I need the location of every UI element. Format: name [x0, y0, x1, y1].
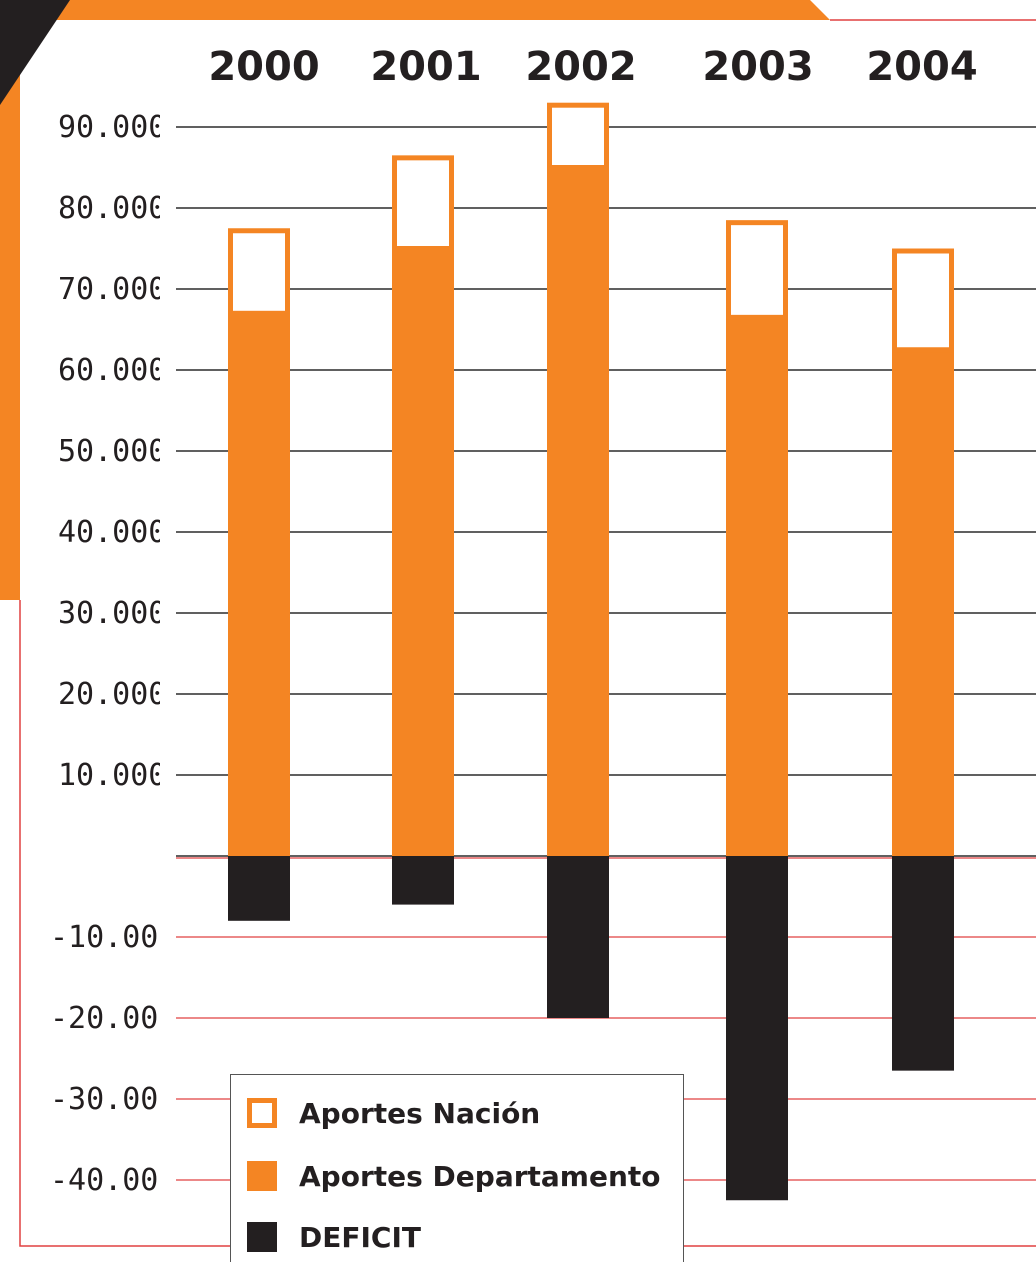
- category-labels: 2000 2001 2002 2003 2004: [208, 44, 977, 90]
- bar-deficit-2001: [392, 856, 454, 905]
- y-tick-label: 50.000: [58, 434, 166, 469]
- legend-item-aportes-nacion: Aportes Nación: [247, 1094, 540, 1132]
- y-tick-label: -20.000: [50, 1001, 176, 1036]
- legend-item-deficit: DEFICIT: [247, 1218, 421, 1256]
- bar-aportes-departamento-2003: [726, 317, 788, 857]
- bar-aportes-nacion-2001: [392, 155, 454, 252]
- bar-aportes-departamento-2004: [892, 349, 954, 856]
- legend: Aportes Nación Aportes Departamento DEFI…: [230, 1074, 684, 1262]
- y-tick-label: 60.000: [58, 353, 166, 388]
- y-tick-labels: 90.000 80.000 70.000 60.000 50.000 40.000 30.0…: [50, 110, 176, 1198]
- legend-swatch-aportes-departamento: [247, 1161, 277, 1191]
- year-label-2002: 2002: [525, 44, 636, 90]
- legend-label-aportes-nacion: Aportes Nación: [299, 1096, 541, 1130]
- y-tick-label: -40.000: [50, 1163, 176, 1198]
- year-label-2004: 2004: [866, 44, 977, 90]
- bar-aportes-nacion-2003: [726, 220, 788, 320]
- bar-aportes-nacion-2004: [892, 248, 954, 353]
- y-tick-label: 10.000: [58, 758, 166, 793]
- legend-swatch-aportes-nacion: [247, 1098, 277, 1128]
- black-corner-decor: [0, 0, 70, 105]
- y-tick-label: 20.000: [58, 677, 166, 712]
- bar-aportes-departamento-2001: [392, 248, 454, 856]
- frame-decor: [19, 19, 1036, 1247]
- frame-line: [19, 600, 1036, 1247]
- year-label-2003: 2003: [702, 44, 813, 90]
- year-label-2001: 2001: [370, 44, 481, 90]
- bar-deficit-2004: [892, 856, 954, 1071]
- bar-deficit-2002: [547, 856, 609, 1018]
- y-tick-label: 80.000: [58, 191, 166, 226]
- legend-item-aportes-departamento: Aportes Departamento: [247, 1157, 661, 1195]
- y-tick-label: -10.000: [50, 920, 176, 955]
- y-tick-label: 70.000: [58, 272, 166, 307]
- y-tick-label: 40.000: [58, 515, 166, 550]
- bar-aportes-departamento-2000: [228, 313, 290, 856]
- bar-aportes-nacion-2000: [228, 228, 290, 316]
- bar-aportes-nacion-2002: [547, 102, 609, 170]
- bar-deficit-2003: [726, 856, 788, 1201]
- bars: [228, 102, 954, 1201]
- year-label-2000: 2000: [208, 44, 319, 90]
- y-tick-label: 30.000: [58, 596, 166, 631]
- bar-deficit-2000: [228, 856, 290, 921]
- legend-swatch-deficit: [247, 1222, 277, 1252]
- legend-label-deficit: DEFICIT: [299, 1220, 421, 1254]
- y-tick-label: -30.000: [50, 1082, 176, 1117]
- bar-aportes-departamento-2002: [547, 167, 609, 856]
- legend-label-aportes-departamento: Aportes Departamento: [299, 1159, 661, 1193]
- y-tick-label: 90.000: [58, 110, 166, 145]
